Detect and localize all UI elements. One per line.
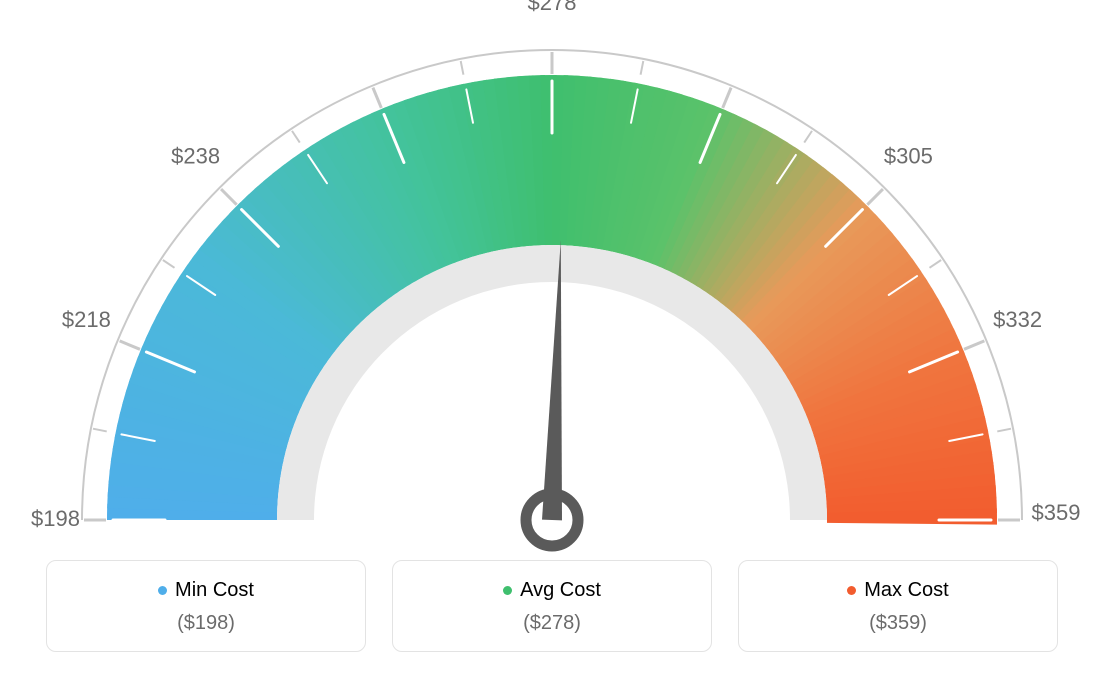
svg-text:$218: $218	[62, 307, 111, 332]
svg-text:$305: $305	[884, 144, 933, 169]
legend-max-title: Max Cost	[847, 579, 948, 602]
gauge-chart: $198 $218 $238 $278 $305 $332 $359	[0, 0, 1104, 560]
legend-min-value: ($198)	[57, 612, 355, 635]
legend-dot-avg	[503, 586, 512, 595]
legend-min-label: Min Cost	[175, 579, 254, 602]
svg-text:$238: $238	[171, 144, 220, 169]
legend-avg-title: Avg Cost	[503, 579, 601, 602]
svg-text:$278: $278	[528, 0, 577, 15]
legend-min-title: Min Cost	[158, 579, 254, 602]
legend-dot-min	[158, 586, 167, 595]
gauge-svg: $198 $218 $238 $278 $305 $332 $359	[0, 0, 1104, 560]
legend-card-max: Max Cost ($359)	[738, 560, 1058, 652]
legend-dot-max	[847, 586, 856, 595]
svg-text:$332: $332	[993, 307, 1042, 332]
legend-card-avg: Avg Cost ($278)	[392, 560, 712, 652]
legend-row: Min Cost ($198) Avg Cost ($278) Max Cost…	[0, 560, 1104, 672]
legend-avg-label: Avg Cost	[520, 579, 601, 602]
svg-text:$198: $198	[31, 506, 80, 531]
legend-avg-value: ($278)	[403, 612, 701, 635]
legend-card-min: Min Cost ($198)	[46, 560, 366, 652]
legend-max-label: Max Cost	[864, 579, 948, 602]
svg-text:$359: $359	[1032, 500, 1081, 525]
legend-max-value: ($359)	[749, 612, 1047, 635]
